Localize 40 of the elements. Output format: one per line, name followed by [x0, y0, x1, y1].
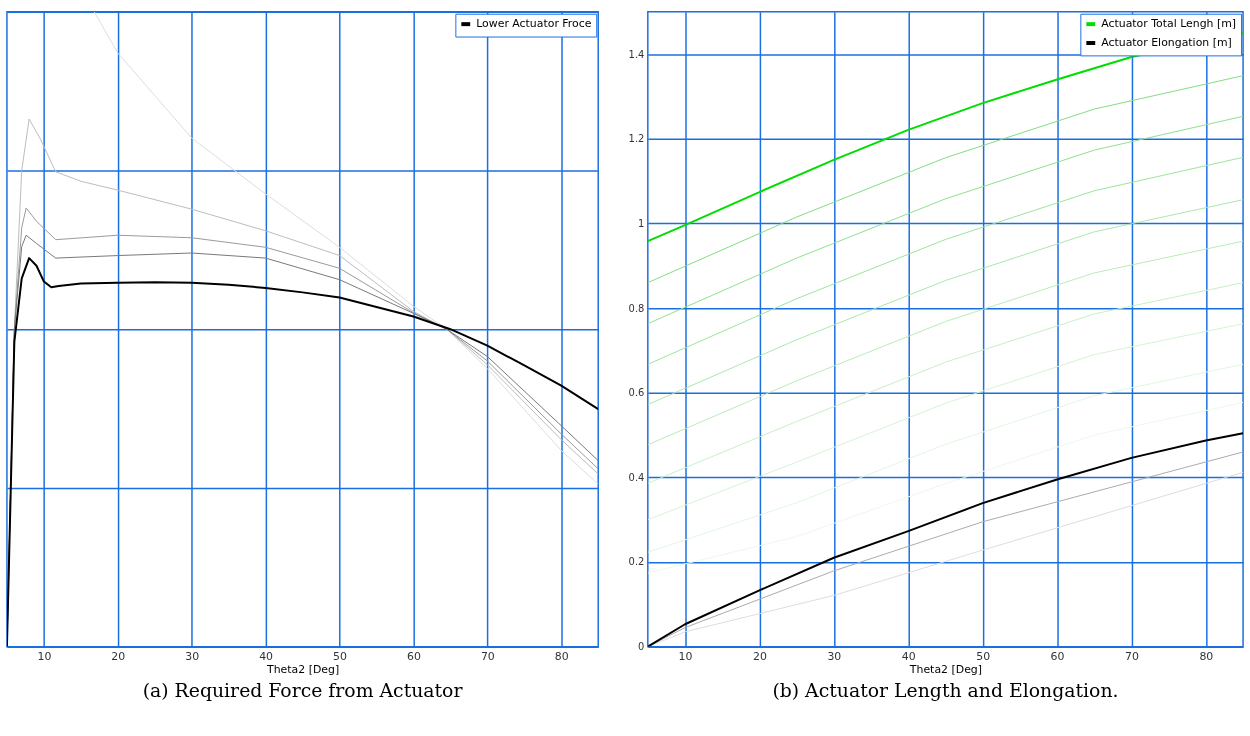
legend-label: Actuator Elongation [m]	[1101, 35, 1232, 49]
y-tick-label: 0.2	[628, 556, 645, 568]
y-tick-label: 1.4	[628, 48, 645, 60]
x-tick-label: 70	[480, 650, 495, 664]
line-series	[647, 240, 1244, 446]
x-tick-label: 40	[901, 650, 916, 664]
y-tick-label: 1	[638, 217, 645, 229]
line-series	[647, 323, 1244, 521]
y-tick-label: 0	[638, 641, 645, 653]
y-tick-label: 0.4	[628, 471, 645, 483]
x-tick-label: 30	[185, 650, 200, 664]
y-tick-label: 1.2	[628, 133, 645, 145]
text: (a) Required Force from Actuator	[142, 680, 463, 702]
y-tick-label: 0.8	[628, 302, 645, 314]
line-series	[647, 199, 1244, 406]
x-tick-label: 20	[752, 650, 767, 664]
line-series	[647, 156, 1244, 365]
x-tick-label: 50	[333, 650, 348, 664]
line-series	[647, 401, 1244, 574]
x-tick-label: 30	[827, 650, 842, 664]
x-axis-title: Theta2 [Deg]	[265, 662, 340, 676]
x-tick-label: 60	[406, 650, 421, 664]
line-series	[647, 282, 1244, 484]
x-tick-label: 10	[37, 650, 52, 664]
text: (b) Actuator Length and Elongation.	[772, 680, 1119, 702]
x-tick-label: 60	[1050, 650, 1065, 664]
x-tick-label: 80	[1199, 650, 1214, 664]
legend-label: Lower Actuator Froce	[476, 17, 592, 31]
x-tick-label: 20	[111, 650, 126, 664]
x-tick-label: 70	[1125, 650, 1139, 664]
x-tick-label: 80	[554, 650, 569, 664]
line-series	[647, 75, 1244, 284]
legend-label: Actuator Total Lengh [m]	[1101, 17, 1237, 31]
x-tick-label: 10	[678, 650, 693, 664]
x-tick-label: 40	[259, 650, 274, 664]
y-tick-label: 0.6	[628, 387, 645, 399]
x-tick-label: 50	[976, 650, 991, 664]
line-series	[647, 363, 1244, 553]
x-axis-title: Theta2 [Deg]	[908, 662, 983, 676]
line-series	[647, 115, 1244, 325]
